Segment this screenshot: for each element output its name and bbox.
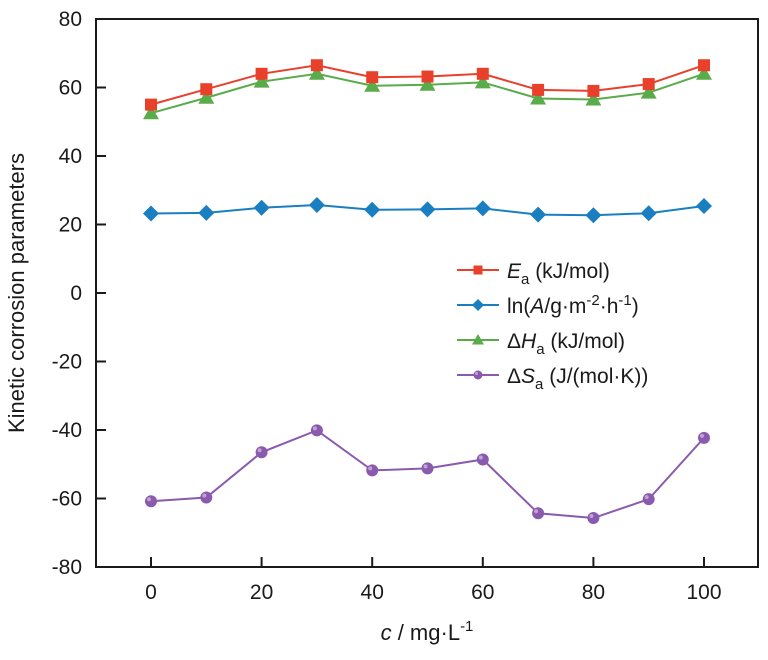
- legend-marker-diamond: [472, 299, 484, 311]
- data-point-diamond: [474, 200, 491, 217]
- x-axis-variable: c: [381, 620, 392, 645]
- y-axis-title: Kinetic corrosion parameters: [4, 153, 29, 433]
- x-tick-label: 0: [145, 581, 157, 604]
- series-triangle: [143, 65, 712, 120]
- marker-highlight: [534, 509, 539, 514]
- legend: Ea (kJ/mol) ln(A/g·m-2·h-1) ΔHa (kJ/mol) ΔS…: [457, 260, 648, 393]
- data-point-diamond: [696, 198, 712, 215]
- x-tick-label: 80: [582, 581, 605, 604]
- y-tick-label: 20: [59, 214, 82, 237]
- data-point-triangle: [364, 77, 381, 92]
- data-point-circle: [366, 464, 379, 477]
- legend-label: ln(A/g·m-2·h-1): [507, 292, 639, 318]
- data-point-square: [366, 71, 379, 84]
- marker-highlight: [644, 495, 649, 500]
- data-point-triangle: [308, 65, 325, 80]
- data-point-triangle: [530, 90, 547, 105]
- data-point-diamond: [198, 204, 215, 221]
- data-point-diamond: [308, 196, 325, 213]
- data-point-diamond: [143, 205, 159, 222]
- data-point-triangle: [640, 84, 657, 99]
- data-point-circle: [200, 491, 213, 504]
- x-tick-label: 60: [471, 581, 494, 604]
- legend-label: ΔSa (J/(mol·K)): [507, 365, 648, 393]
- marker-highlight: [312, 426, 317, 431]
- data-point-square: [200, 83, 213, 96]
- marker-highlight: [475, 372, 478, 375]
- x-axis-title: c / mg·L-1: [381, 618, 474, 645]
- data-point-diamond: [419, 201, 436, 218]
- y-tick-label: 0: [70, 282, 82, 305]
- data-point-triangle: [419, 76, 436, 91]
- data-point-square: [476, 67, 489, 80]
- legend-marker-triangle: [472, 334, 484, 345]
- data-point-triangle: [696, 65, 712, 80]
- data-point-diamond: [253, 199, 270, 216]
- marker-highlight: [368, 466, 373, 471]
- data-point-square: [532, 83, 545, 96]
- data-point-circle: [642, 493, 655, 506]
- series-diamond: [143, 196, 712, 224]
- data-point-circle: [310, 424, 323, 437]
- data-point-square: [698, 59, 710, 72]
- series-circle: [145, 424, 710, 525]
- legend-item: ΔSa (J/(mol·K)): [457, 365, 648, 393]
- legend-marker-circle: [473, 370, 483, 380]
- data-point-circle: [421, 462, 434, 475]
- legend-item: ln(A/g·m-2·h-1): [457, 292, 639, 318]
- y-tick-label: 40: [59, 145, 82, 168]
- marker-highlight: [700, 433, 704, 438]
- x-tick-label: 40: [361, 581, 384, 604]
- data-point-square: [642, 78, 655, 91]
- marker-highlight: [589, 514, 594, 519]
- legend-marker-square: [473, 265, 483, 275]
- data-point-circle: [532, 507, 545, 520]
- data-point-square: [310, 59, 323, 72]
- data-point-triangle: [253, 73, 270, 88]
- x-tick-label: 20: [250, 581, 273, 604]
- data-point-square: [587, 84, 600, 97]
- y-tick-label: 60: [59, 77, 82, 100]
- data-point-square: [145, 98, 157, 111]
- legend-item: Ea (kJ/mol): [457, 260, 610, 288]
- data-point-diamond: [364, 201, 381, 218]
- y-tick-label: -20: [52, 351, 82, 374]
- legend-label: ΔHa (kJ/mol): [507, 330, 625, 358]
- data-point-circle: [698, 431, 710, 444]
- marker-highlight: [147, 497, 151, 502]
- data-point-square: [421, 70, 434, 83]
- data-point-triangle: [143, 105, 159, 120]
- data-point-diamond: [640, 205, 657, 222]
- y-tick-label: -60: [52, 488, 82, 511]
- data-point-triangle: [585, 91, 602, 106]
- marker-highlight: [202, 493, 207, 498]
- data-point-diamond: [585, 207, 602, 224]
- marker-highlight: [423, 464, 428, 469]
- y-tick-label: -40: [52, 419, 82, 442]
- marker-highlight: [478, 455, 483, 460]
- data-point-circle: [476, 453, 489, 466]
- marker-highlight: [257, 448, 262, 453]
- x-axis-unit: / mg·L: [392, 620, 460, 645]
- legend-label: Ea (kJ/mol): [507, 260, 610, 288]
- x-axis-unit-exponent: -1: [460, 618, 473, 635]
- y-tick-label: -80: [52, 556, 82, 579]
- data-point-triangle: [474, 74, 491, 89]
- data-point-circle: [255, 446, 268, 459]
- data-point-circle: [587, 512, 600, 525]
- data-point-triangle: [198, 89, 215, 104]
- data-point-circle: [145, 495, 157, 508]
- series-square: [145, 59, 710, 111]
- data-point-square: [255, 67, 268, 80]
- x-tick-label: 100: [686, 581, 721, 604]
- legend-item: ΔHa (kJ/mol): [457, 330, 625, 358]
- y-tick-label: 80: [59, 8, 82, 31]
- data-point-diamond: [530, 206, 547, 223]
